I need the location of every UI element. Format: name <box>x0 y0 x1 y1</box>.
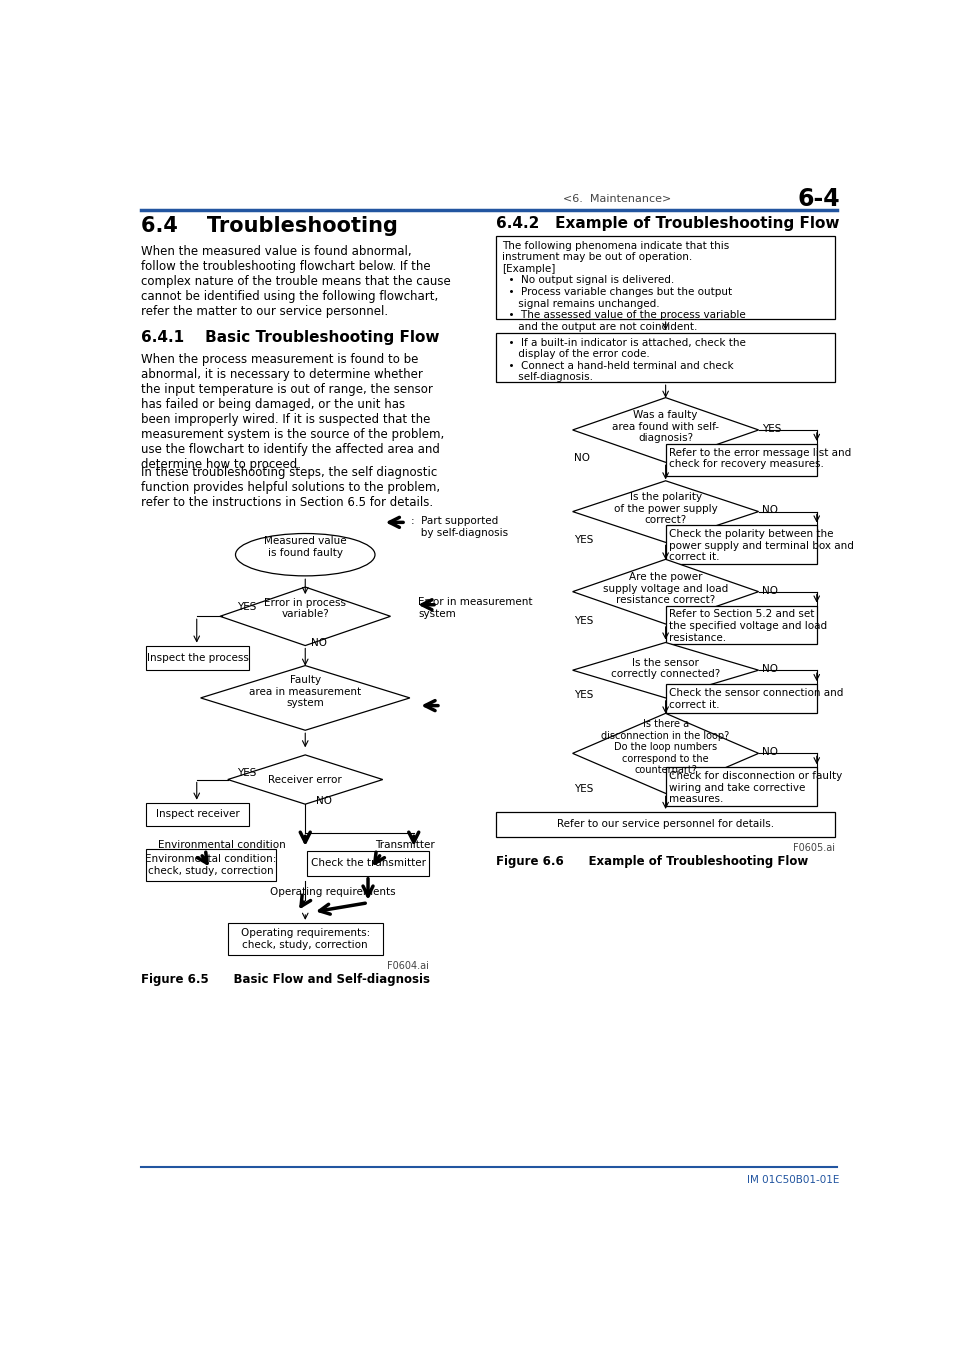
Text: IM 01C50B01-01E: IM 01C50B01-01E <box>746 1176 839 1185</box>
Text: 6.4    Troubleshooting: 6.4 Troubleshooting <box>141 216 397 236</box>
Text: When the process measurement is found to be
abnormal, it is necessary to determi: When the process measurement is found to… <box>141 352 444 471</box>
Text: Inspect receiver: Inspect receiver <box>155 809 239 819</box>
Text: Check the polarity between the
power supply and terminal box and
correct it.: Check the polarity between the power sup… <box>668 529 853 563</box>
Text: Error in process
variable?: Error in process variable? <box>264 598 346 620</box>
Text: The following phenomena indicate that this
instrument may be out of operation.
[: The following phenomena indicate that th… <box>501 240 745 332</box>
Text: Operating requirements:
check, study, correction: Operating requirements: check, study, co… <box>240 929 370 950</box>
Polygon shape <box>572 481 758 543</box>
Text: Operating requirements: Operating requirements <box>270 887 395 898</box>
Text: Receiver error: Receiver error <box>268 775 342 784</box>
Text: Environmental condition: Environmental condition <box>158 840 286 849</box>
Bar <box>666 684 816 713</box>
Bar <box>146 803 249 826</box>
Text: •  If a built-in indicator is attached, check the
     display of the error code: • If a built-in indicator is attached, c… <box>501 338 745 382</box>
Bar <box>666 525 816 564</box>
Text: Measured value
is found faulty: Measured value is found faulty <box>264 536 346 558</box>
Text: Environmental condition:
check, study, correction: Environmental condition: check, study, c… <box>145 855 276 876</box>
Text: Check the transmitter: Check the transmitter <box>310 859 425 868</box>
Polygon shape <box>572 398 758 462</box>
Text: NO: NO <box>761 586 778 595</box>
Bar <box>496 333 835 382</box>
Text: F0605.ai: F0605.ai <box>793 842 835 853</box>
Text: YES: YES <box>574 617 593 626</box>
Bar <box>228 923 382 954</box>
Text: When the measured value is found abnormal,
follow the troubleshooting flowchart : When the measured value is found abnorma… <box>141 246 450 319</box>
Text: Transmitter: Transmitter <box>375 840 435 849</box>
Bar <box>666 444 816 477</box>
Text: NO: NO <box>311 637 327 648</box>
Text: YES: YES <box>574 690 593 701</box>
Text: Inspect the process: Inspect the process <box>147 653 248 663</box>
Text: Refer to the error message list and
check for recovery measures.: Refer to the error message list and chec… <box>668 448 850 470</box>
Text: Is the sensor
correctly connected?: Is the sensor correctly connected? <box>610 657 720 679</box>
Text: Error in measurement
system: Error in measurement system <box>418 597 533 618</box>
Text: 6-4: 6-4 <box>797 186 840 211</box>
Text: <6.  Maintenance>: <6. Maintenance> <box>562 194 670 204</box>
Text: In these troubleshooting steps, the self diagnostic
function provides helpful so: In these troubleshooting steps, the self… <box>141 466 439 509</box>
Bar <box>666 606 816 644</box>
Text: 6.4.2   Example of Troubleshooting Flow: 6.4.2 Example of Troubleshooting Flow <box>496 216 839 231</box>
Text: NO: NO <box>761 664 778 674</box>
Text: YES: YES <box>761 424 781 433</box>
Text: Refer to Section 5.2 and set
the specified voltage and load
resistance.: Refer to Section 5.2 and set the specifi… <box>668 609 826 643</box>
Text: Was a faulty
area found with self-
diagnosis?: Was a faulty area found with self- diagn… <box>612 410 719 444</box>
Bar <box>146 645 249 670</box>
Text: Are the power
supply voltage and load
resistance correct?: Are the power supply voltage and load re… <box>602 572 727 605</box>
Text: Refer to our service personnel for details.: Refer to our service personnel for detai… <box>557 819 774 829</box>
Text: Check the sensor connection and
correct it.: Check the sensor connection and correct … <box>668 688 842 710</box>
Text: Is there a
disconnection in the loop?
Do the loop numbers
correspond to the
coun: Is there a disconnection in the loop? Do… <box>601 720 729 775</box>
Text: Is the polarity
of the power supply
correct?: Is the polarity of the power supply corr… <box>613 491 717 525</box>
Polygon shape <box>228 755 382 805</box>
Text: F0604.ai: F0604.ai <box>387 961 429 971</box>
Text: YES: YES <box>574 784 593 794</box>
Text: NO: NO <box>761 505 778 516</box>
Ellipse shape <box>235 533 375 576</box>
Text: 6.4.1    Basic Troubleshooting Flow: 6.4.1 Basic Troubleshooting Flow <box>141 329 439 344</box>
Text: :  Part supported
   by self-diagnosis: : Part supported by self-diagnosis <box>410 516 507 537</box>
Text: Figure 6.6      Example of Troubleshooting Flow: Figure 6.6 Example of Troubleshooting Fl… <box>496 855 807 868</box>
Polygon shape <box>220 587 390 645</box>
Text: YES: YES <box>236 768 256 778</box>
Bar <box>496 236 835 319</box>
Text: Faulty
area in measurement
system: Faulty area in measurement system <box>249 675 361 709</box>
Polygon shape <box>572 713 758 794</box>
Text: NO: NO <box>574 454 590 463</box>
Text: Figure 6.5      Basic Flow and Self-diagnosis: Figure 6.5 Basic Flow and Self-diagnosis <box>141 973 430 985</box>
Polygon shape <box>200 666 410 730</box>
Text: YES: YES <box>236 602 256 613</box>
Text: NO: NO <box>315 796 332 806</box>
Polygon shape <box>572 559 758 624</box>
Bar <box>666 767 816 806</box>
Text: YES: YES <box>574 535 593 544</box>
Bar <box>496 811 835 837</box>
Bar <box>146 849 275 882</box>
Text: Check for disconnection or faulty
wiring and take corrective
measures.: Check for disconnection or faulty wiring… <box>668 771 841 805</box>
Bar <box>307 850 429 876</box>
Polygon shape <box>572 643 758 698</box>
Text: NO: NO <box>761 747 778 757</box>
